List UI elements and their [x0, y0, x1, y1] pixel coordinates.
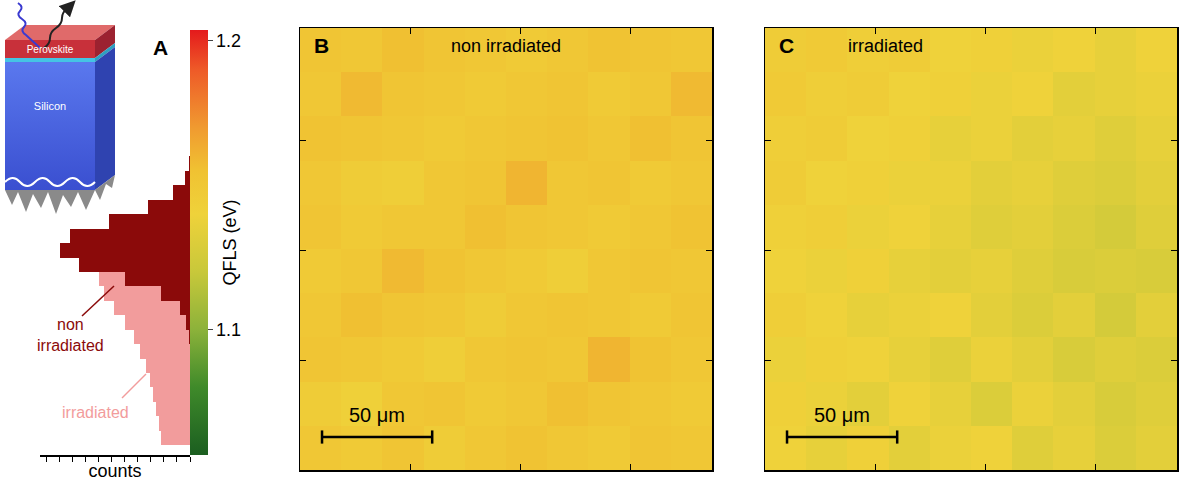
svg-text:Perovskite: Perovskite: [27, 44, 74, 55]
svg-text:C: C: [779, 34, 794, 57]
svg-text:nonirradiated: nonirradiated: [37, 316, 104, 354]
svg-text:QFLS (eV): QFLS (eV): [220, 199, 240, 285]
svg-text:1.2: 1.2: [216, 31, 241, 51]
svg-text:irradiated: irradiated: [848, 36, 923, 56]
svg-text:counts: counts: [88, 461, 141, 481]
svg-text:Silicon: Silicon: [34, 100, 66, 112]
svg-text:B: B: [314, 34, 329, 57]
svg-text:A: A: [153, 36, 168, 59]
svg-text:50 μm: 50 μm: [349, 404, 405, 426]
svg-text:non irradiated: non irradiated: [451, 36, 561, 56]
svg-text:irradiated: irradiated: [62, 404, 129, 421]
svg-text:1.1: 1.1: [216, 320, 241, 340]
svg-text:50 μm: 50 μm: [814, 404, 870, 426]
